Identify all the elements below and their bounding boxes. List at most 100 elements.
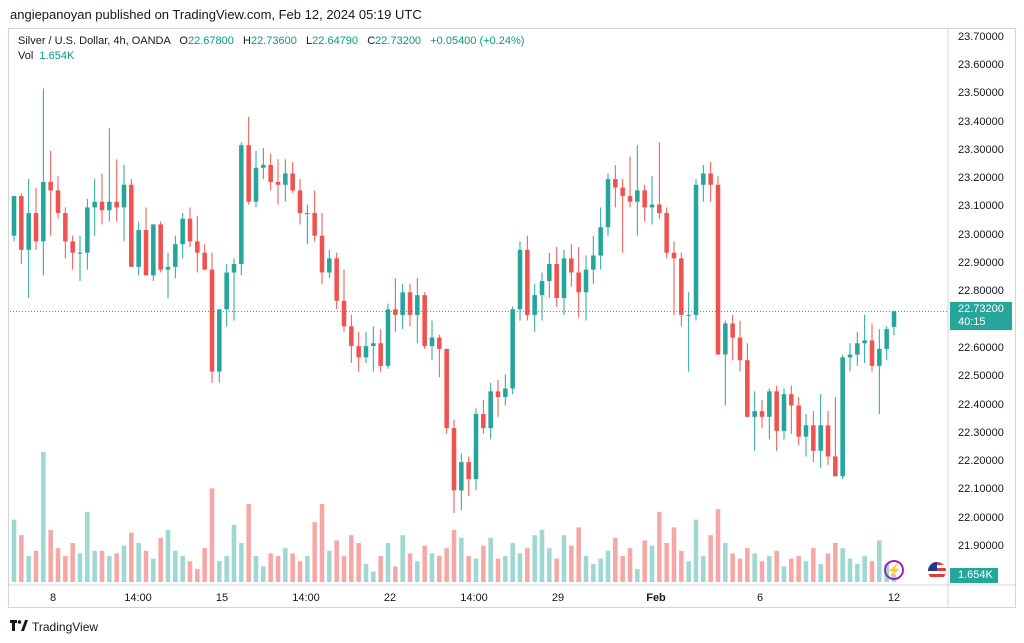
candle-body bbox=[715, 184, 721, 355]
candle-body bbox=[19, 196, 24, 250]
volume-bar bbox=[290, 553, 295, 582]
x-tick-label: 8 bbox=[49, 592, 57, 604]
symbol-line: Silver / U.S. Dollar, 4h, OANDA O22.6780… bbox=[18, 34, 524, 49]
candle-body bbox=[620, 187, 625, 197]
volume-bar bbox=[569, 545, 574, 582]
volume-bar bbox=[642, 540, 647, 582]
candle-body bbox=[202, 252, 207, 270]
candle-body bbox=[752, 411, 757, 417]
volume-bar bbox=[774, 550, 779, 582]
volume-bar bbox=[635, 569, 640, 582]
volume-bar bbox=[319, 504, 325, 582]
volume-bar bbox=[767, 556, 772, 582]
y-tick-label: 22.80000 bbox=[958, 285, 1004, 298]
volume-bar bbox=[224, 556, 229, 582]
candle-body bbox=[107, 201, 112, 211]
candle-body bbox=[781, 394, 787, 431]
candle-body bbox=[818, 425, 823, 451]
candle-body bbox=[275, 181, 281, 185]
volume-bar bbox=[554, 558, 559, 582]
volume-bar bbox=[481, 545, 486, 582]
volume-bar bbox=[268, 553, 273, 582]
candle-body bbox=[400, 292, 405, 315]
candle-body bbox=[701, 173, 706, 185]
volume-bar bbox=[77, 553, 83, 582]
volume-bar bbox=[33, 550, 39, 582]
candle-body bbox=[363, 346, 369, 358]
candle-body bbox=[129, 184, 134, 267]
candle-body bbox=[737, 337, 743, 361]
y-tick-label: 23.10000 bbox=[958, 200, 1004, 213]
volume-bar bbox=[385, 543, 391, 582]
volume-bar bbox=[679, 550, 684, 582]
volume-bar bbox=[129, 532, 134, 582]
candle-body bbox=[598, 227, 603, 256]
volume-bar bbox=[752, 553, 757, 582]
candle-body bbox=[561, 258, 567, 298]
volume-bar bbox=[583, 556, 589, 582]
volume-bar bbox=[547, 548, 552, 582]
volume-bar bbox=[180, 556, 185, 582]
lightning-icon[interactable]: ⚡ bbox=[884, 560, 904, 580]
last-price-value: 22.73200 bbox=[958, 303, 1004, 315]
candle-body bbox=[613, 179, 618, 188]
candle-body bbox=[48, 181, 53, 191]
chart-legend: Silver / U.S. Dollar, 4h, OANDA O22.6780… bbox=[18, 34, 524, 64]
volume-bar bbox=[114, 553, 119, 582]
candle-body bbox=[290, 173, 295, 191]
volume-bar bbox=[510, 543, 515, 582]
symbol-name[interactable]: Silver / U.S. Dollar, 4h, OANDA bbox=[18, 35, 171, 47]
volume-bar bbox=[759, 561, 765, 582]
volume-bar bbox=[55, 548, 61, 582]
volume-bar bbox=[847, 558, 853, 582]
chart-frame[interactable] bbox=[8, 28, 1016, 608]
volume-label[interactable]: Vol bbox=[18, 50, 34, 62]
volume-bar bbox=[187, 561, 193, 582]
volume-bar bbox=[48, 530, 53, 582]
candle-body bbox=[576, 272, 581, 293]
volume-bar bbox=[253, 556, 259, 582]
candle-body bbox=[473, 413, 479, 480]
volume-bar bbox=[708, 535, 713, 582]
volume-bar bbox=[275, 556, 281, 582]
candle-body bbox=[319, 235, 325, 273]
candle-body bbox=[869, 340, 875, 366]
footer-brand[interactable]: TradingView bbox=[32, 620, 99, 634]
candle-body bbox=[305, 213, 310, 215]
volume-bar bbox=[19, 535, 24, 582]
tradingview-logo-icon[interactable] bbox=[10, 619, 28, 635]
volume-bar bbox=[459, 537, 464, 582]
volume-bar bbox=[789, 558, 794, 582]
us-flag-icon[interactable] bbox=[928, 562, 946, 580]
candle-body bbox=[525, 249, 530, 315]
candle-body bbox=[840, 357, 845, 477]
y-tick-label: 22.50000 bbox=[958, 370, 1004, 383]
volume-bar bbox=[576, 527, 581, 582]
volume-bar bbox=[627, 548, 633, 582]
low-label: L bbox=[306, 35, 313, 47]
high-value: 22.73600 bbox=[250, 35, 297, 47]
volume-bar bbox=[165, 530, 171, 582]
change-value: +0.05400 (+0.24%) bbox=[430, 35, 525, 47]
candle-body bbox=[884, 329, 889, 349]
candle-body bbox=[825, 425, 831, 457]
volume-bar bbox=[539, 530, 545, 582]
y-tick-label: 23.70000 bbox=[958, 30, 1004, 43]
volume-bar bbox=[151, 558, 156, 582]
volume-bar bbox=[92, 550, 97, 582]
x-tick-label: 22 bbox=[383, 592, 397, 604]
close-value: 22.73200 bbox=[375, 35, 422, 47]
x-tick-label: 6 bbox=[756, 592, 764, 604]
volume-bar bbox=[41, 452, 46, 582]
volume-bar bbox=[613, 537, 618, 582]
volume-bar bbox=[869, 561, 875, 582]
y-tick-label: 23.60000 bbox=[958, 58, 1004, 71]
volume-bar bbox=[70, 543, 75, 582]
volume-bar bbox=[877, 540, 882, 582]
open-value: 22.67800 bbox=[187, 35, 234, 47]
y-tick-label: 23.20000 bbox=[958, 172, 1004, 185]
close-label: C bbox=[367, 35, 376, 47]
volume-bar bbox=[422, 545, 427, 582]
candle-body bbox=[143, 230, 149, 276]
